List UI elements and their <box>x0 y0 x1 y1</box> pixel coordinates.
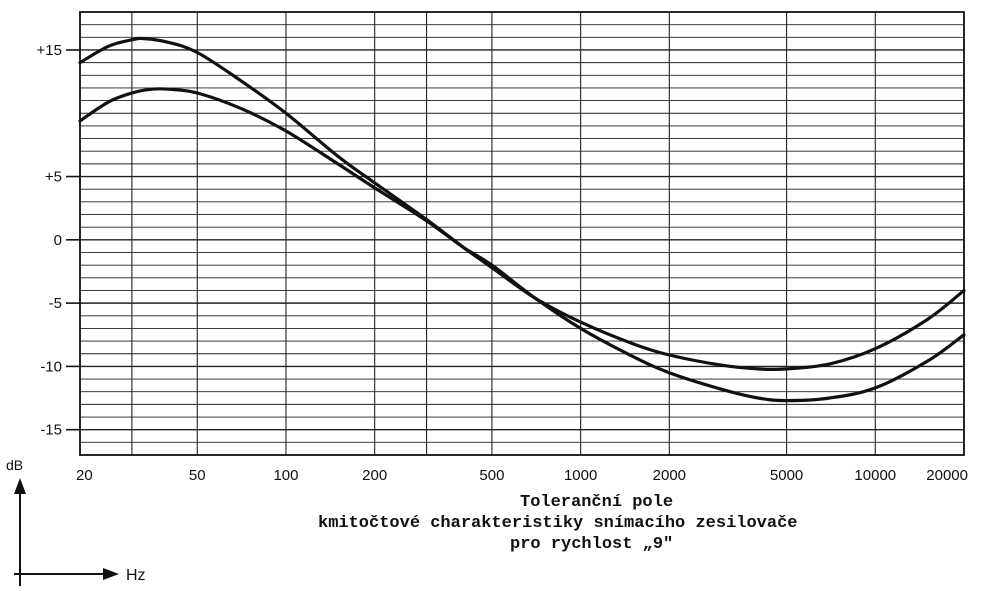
y-tick-label: -10 <box>40 358 62 375</box>
series-layer <box>78 36 966 403</box>
caption-line-3: pro rychlost „9" <box>510 535 674 554</box>
x-tick-label: 2000 <box>653 467 686 484</box>
y-arrow-head <box>14 478 26 494</box>
x-axis-label: Hz <box>126 567 146 584</box>
y-tick-labels: +15 +5 0 -5 -10 -15 <box>37 42 80 439</box>
x-tick-label: 10000 <box>854 467 896 484</box>
caption-line-1: Toleranční pole <box>520 493 674 512</box>
y-axis-label: dB <box>6 457 23 473</box>
x-tick-label: 1000 <box>564 467 597 484</box>
grid-layer <box>79 11 965 456</box>
y-tick-label: 0 <box>54 232 62 249</box>
x-tick-label: 20000 <box>926 467 968 484</box>
x-tick-label: 5000 <box>770 467 803 484</box>
y-tick-label: +5 <box>45 169 62 186</box>
x-arrow-head <box>103 568 119 580</box>
y-tick-label: -15 <box>40 422 62 439</box>
x-tick-label: 50 <box>189 467 206 484</box>
series-line-2 <box>78 87 966 403</box>
caption-line-2: kmitočtové charakteristiky snímacího zes… <box>318 514 798 533</box>
axis-arrows: dB Hz <box>6 457 146 586</box>
y-tick-label: +15 <box>37 42 62 59</box>
plot-frame <box>79 11 965 456</box>
x-tick-label: 200 <box>362 467 387 484</box>
x-tick-label: 100 <box>273 467 298 484</box>
x-tick-label: 20 <box>76 467 93 484</box>
plot-border <box>79 11 965 456</box>
x-tick-labels: 20 50 100 200 500 1000 2000 5000 10000 20000 <box>76 467 968 484</box>
y-tick-label: -5 <box>49 295 62 312</box>
x-tick-label: 500 <box>479 467 504 484</box>
